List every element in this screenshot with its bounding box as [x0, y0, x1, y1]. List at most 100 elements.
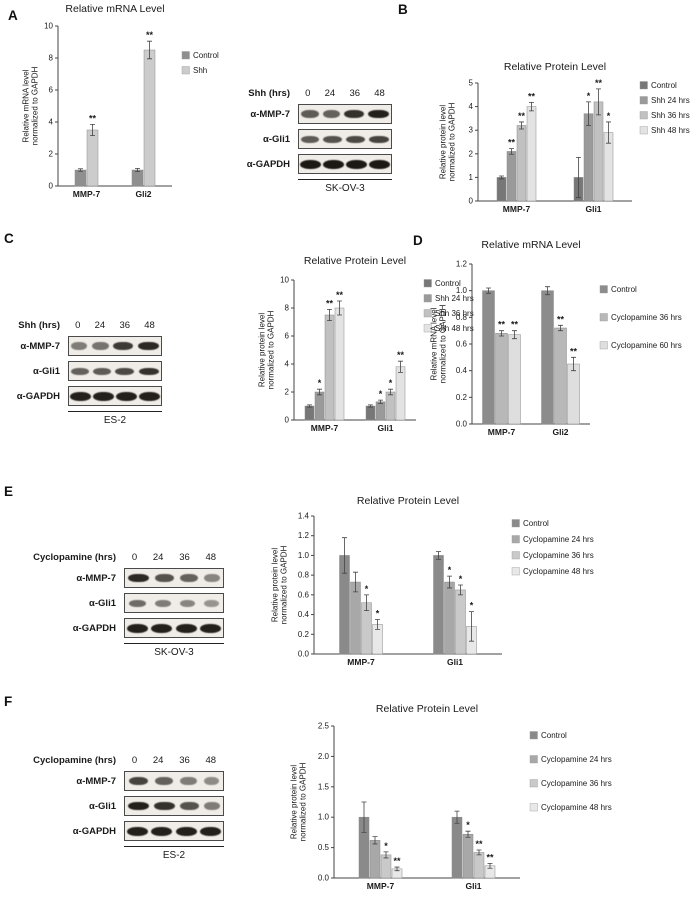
panel-c-protein-chart: Relative Protein Level Relative protein l…	[258, 255, 474, 433]
protein-band	[138, 367, 159, 375]
lane-time-label: 48	[374, 88, 385, 99]
error-bar	[476, 849, 482, 856]
significance-marker: **	[397, 350, 405, 360]
protein-band	[128, 777, 149, 785]
significance-marker: *	[389, 378, 393, 388]
legend-label: Control	[435, 279, 461, 288]
error-bar	[499, 330, 504, 337]
protein-band	[155, 777, 173, 785]
blot-row: α-GAPDH	[240, 154, 392, 174]
error-bar	[368, 404, 373, 408]
bar	[506, 151, 517, 202]
blot-treatment-label: Cyclopamine (hrs)	[33, 755, 116, 766]
error-bar	[576, 156, 581, 198]
blot-row: α-MMP-7	[240, 104, 392, 124]
y-tick-label: 10	[44, 22, 53, 31]
error-bar	[327, 309, 332, 321]
bar	[541, 290, 554, 425]
y-tick-label: 3	[469, 126, 474, 135]
protein-band	[175, 623, 197, 633]
blot-row: α-Gli1	[12, 796, 224, 816]
protein-band	[138, 391, 161, 401]
antibody-label: α-Gli1	[89, 800, 116, 812]
error-bar	[545, 286, 550, 296]
legend-label: Shh 24 hrs	[651, 96, 690, 105]
y-axis-label: Relative mRNA levelnormalized to GAPDH	[22, 66, 40, 145]
antibody-label: α-GAPDH	[246, 158, 290, 170]
error-bar	[372, 836, 378, 845]
y-tick-label: 0.4	[456, 366, 468, 375]
bar	[495, 333, 508, 425]
y-tick-label: 0.8	[456, 313, 468, 322]
significance-marker: **	[146, 30, 154, 40]
y-axis-label: Relative protein levelnormalized to GAPD…	[439, 102, 457, 181]
y-tick-label: 0.2	[298, 630, 310, 639]
y-tick-label: 2.0	[318, 752, 330, 761]
protein-band	[180, 777, 197, 785]
blot-band-box	[68, 361, 162, 381]
panel-f-bar-chart: Relative Protein Level Relative protein l…	[280, 700, 698, 897]
y-tick-label: 0.0	[298, 650, 310, 659]
bar	[365, 405, 376, 421]
bar	[375, 401, 386, 421]
significance-marker: *	[587, 91, 591, 101]
antibody-label: α-Gli1	[89, 597, 116, 609]
bar	[143, 49, 156, 187]
blot-band-box	[68, 386, 162, 406]
protein-band	[369, 135, 389, 143]
protein-band	[175, 826, 197, 836]
legend-swatch	[639, 96, 648, 105]
legend-swatch	[529, 731, 538, 740]
chart-title: Relative mRNA Level	[481, 239, 580, 251]
protein-band	[200, 826, 222, 836]
legend-swatch	[423, 294, 432, 303]
legend-swatch	[511, 535, 520, 544]
error-bar	[364, 594, 369, 612]
significance-marker: **	[595, 78, 603, 88]
protein-band	[180, 574, 198, 582]
panel-a-mrna-chart: Relative mRNA Level Relative mRNA levelno…	[22, 3, 220, 199]
y-tick-label: 1.2	[298, 531, 310, 540]
x-category-label: Gli2	[552, 427, 568, 437]
y-tick-label: 1.5	[318, 782, 330, 791]
legend-swatch	[529, 803, 538, 812]
y-tick-label: 0	[469, 197, 474, 206]
antibody-label: α-Gli1	[263, 133, 290, 145]
panel-label-b: B	[398, 2, 408, 17]
cell-line-label: SK-OV-3	[124, 643, 224, 658]
significance-marker: **	[486, 852, 494, 862]
lane-time-label: 36	[179, 552, 190, 563]
legend-swatch	[423, 309, 432, 318]
y-tick-label: 8	[285, 304, 290, 313]
bar	[369, 840, 381, 879]
panel-e-western-blot: Cyclopamine (hrs) 0 24 36 48 α-MMP-7 α-Gli1 α-G…	[12, 552, 224, 658]
chart-title: Relative Protein Level	[357, 495, 459, 507]
legend-label: Shh 48 hrs	[435, 324, 474, 333]
protein-band	[346, 135, 366, 143]
blot-treatment-label: Shh (hrs)	[248, 88, 290, 99]
bar	[473, 852, 485, 879]
panel-label-c: C	[4, 231, 14, 246]
y-axis-label: Relative protein levelnormalized to GAPD…	[271, 545, 289, 624]
antibody-label: α-MMP-7	[250, 108, 290, 120]
legend-swatch	[599, 285, 608, 294]
lane-time-label: 48	[144, 320, 155, 331]
legend-label: Control	[611, 285, 637, 294]
x-category-label: MMP-7	[503, 204, 531, 214]
error-bar	[486, 287, 491, 294]
y-tick-label: 0	[49, 182, 54, 191]
legend-label: Shh 24 hrs	[435, 294, 474, 303]
y-axis-label: Relative protein levelnormalized to GAPD…	[290, 762, 308, 841]
legend-label: Cyclopamine 48 hrs	[541, 803, 612, 812]
y-tick-label: 2	[469, 149, 474, 158]
panel-d-mrna-chart: Relative mRNA Level Relative mRNA levelno…	[430, 239, 682, 437]
error-bar	[436, 551, 441, 560]
panel-f-western-blot: Cyclopamine (hrs) 0 24 36 48 α-MMP-7 α-Gli1 α-G…	[12, 755, 224, 861]
bar	[304, 405, 315, 421]
protein-band	[368, 159, 391, 169]
error-bar	[499, 175, 504, 180]
x-category-label: Gli1	[585, 204, 601, 214]
blot-band-box	[68, 336, 162, 356]
bar	[324, 314, 335, 421]
